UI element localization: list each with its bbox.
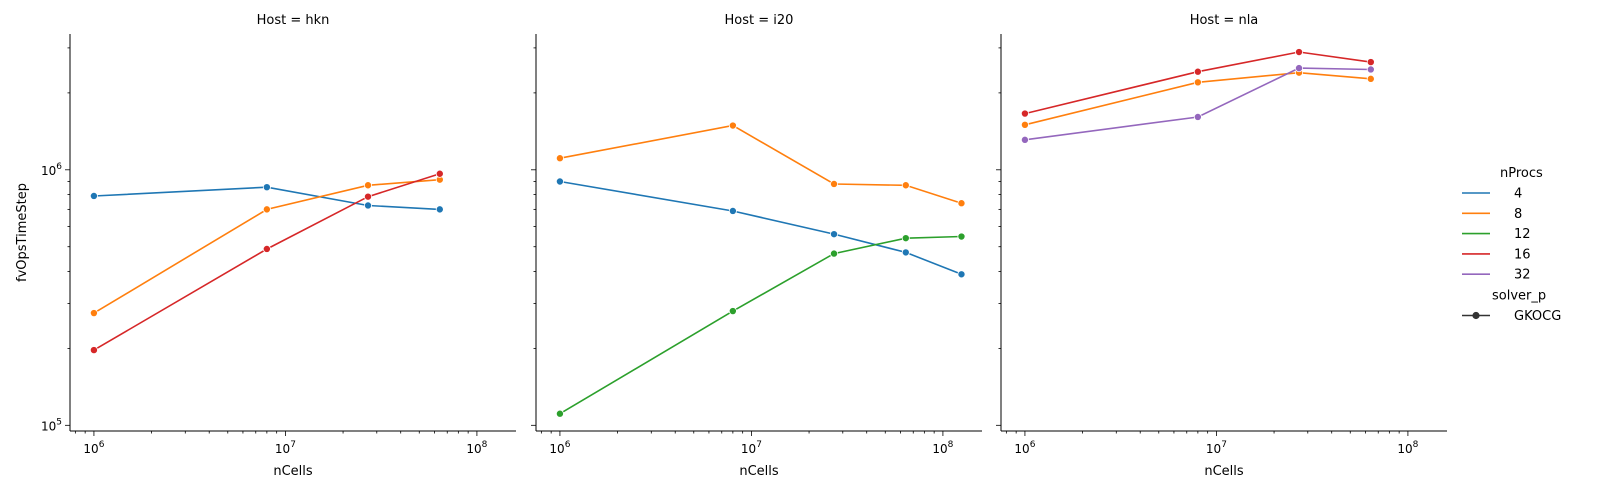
- x-axis-title: nCells: [739, 464, 779, 479]
- series-line: [559, 235, 962, 415]
- legend-entry-label: 4: [1514, 187, 1522, 202]
- tick-label: 108: [466, 440, 487, 456]
- tick-label: 105: [41, 417, 62, 433]
- data-point: [364, 201, 373, 210]
- data-point: [364, 192, 373, 201]
- legend-entry-label: 32: [1514, 268, 1531, 283]
- series-nprocs-12: [555, 232, 966, 418]
- data-point: [262, 183, 271, 192]
- series-nprocs-32: [1020, 64, 1375, 144]
- x-axis-title: nCells: [1204, 464, 1244, 479]
- data-point: [728, 206, 737, 215]
- data-point: [1020, 120, 1029, 129]
- data-point: [1366, 65, 1375, 74]
- panel-title: Host = hkn: [257, 13, 330, 28]
- tick-label: 106: [83, 440, 104, 456]
- data-point: [830, 179, 839, 188]
- series-line: [93, 178, 440, 314]
- tick-label: 107: [275, 440, 296, 456]
- data-point: [1366, 74, 1375, 83]
- data-point: [728, 121, 737, 130]
- series-line: [1024, 71, 1371, 126]
- x-axis-title: nCells: [273, 464, 313, 479]
- tick-label: 107: [741, 440, 762, 456]
- data-point: [555, 154, 564, 163]
- data-point: [830, 249, 839, 258]
- data-point: [364, 181, 373, 190]
- legend-style-title: solver_p: [1492, 289, 1546, 304]
- panel-title: Host = nla: [1190, 13, 1259, 28]
- data-point: [1193, 112, 1202, 121]
- data-point: [830, 230, 839, 239]
- data-point: [435, 205, 444, 214]
- data-point: [901, 248, 910, 257]
- data-point: [1193, 67, 1202, 76]
- series-nprocs-4: [555, 177, 966, 279]
- panel-3: Host = nla 106 107 108 nCells: [996, 13, 1447, 479]
- data-point: [555, 177, 564, 186]
- data-point: [1193, 78, 1202, 87]
- series-nprocs-16: [89, 169, 444, 355]
- data-point: [901, 181, 910, 190]
- data-point: [901, 234, 910, 243]
- data-point: [262, 205, 271, 214]
- data-point: [1020, 109, 1029, 118]
- series-line: [1024, 67, 1371, 141]
- legend: nProcs 4 8 12 16 32 solver_p GKOCG: [1462, 166, 1561, 324]
- series-nprocs-8: [89, 175, 444, 318]
- legend-entry-label: 16: [1514, 247, 1531, 262]
- panel-2: Host = i20 106 107 108 nCells: [531, 13, 982, 479]
- data-point: [262, 244, 271, 253]
- series-line: [559, 180, 962, 276]
- data-point: [1295, 64, 1304, 73]
- data-point: [1366, 58, 1375, 67]
- legend-style-label: GKOCG: [1514, 309, 1561, 324]
- data-point: [89, 191, 98, 200]
- panel-title: Host = i20: [725, 13, 794, 28]
- data-point: [89, 309, 98, 318]
- legend-entry-label: 8: [1514, 207, 1522, 222]
- series-line: [93, 173, 441, 351]
- y-axis-title: fvOpsTimeStep: [15, 183, 30, 282]
- data-point: [957, 270, 966, 279]
- data-point: [1020, 135, 1029, 144]
- series-nprocs-16: [1020, 48, 1375, 118]
- data-point: [1295, 48, 1304, 57]
- tick-label: 108: [932, 440, 953, 456]
- tick-label: 106: [41, 162, 62, 178]
- panel-1: Host = hkn 106 107 108 105 106 nCells: [41, 13, 516, 479]
- series-nprocs-8: [1020, 68, 1375, 129]
- data-point: [957, 199, 966, 208]
- tick-label: 108: [1397, 440, 1418, 456]
- data-point: [728, 307, 737, 316]
- data-point: [89, 346, 98, 355]
- series-nprocs-8: [555, 121, 966, 208]
- series-line: [1024, 51, 1371, 115]
- tick-label: 106: [1014, 440, 1035, 456]
- data-point: [555, 409, 564, 418]
- data-point: [435, 169, 444, 178]
- series-line: [93, 186, 440, 211]
- tick-label: 107: [1206, 440, 1227, 456]
- series-nprocs-4: [89, 183, 444, 214]
- data-point: [957, 232, 966, 241]
- legend-entry-label: 12: [1514, 227, 1531, 242]
- legend-style-marker: [1472, 311, 1480, 320]
- legend-hue-title: nProcs: [1500, 166, 1543, 181]
- tick-label: 106: [549, 440, 570, 456]
